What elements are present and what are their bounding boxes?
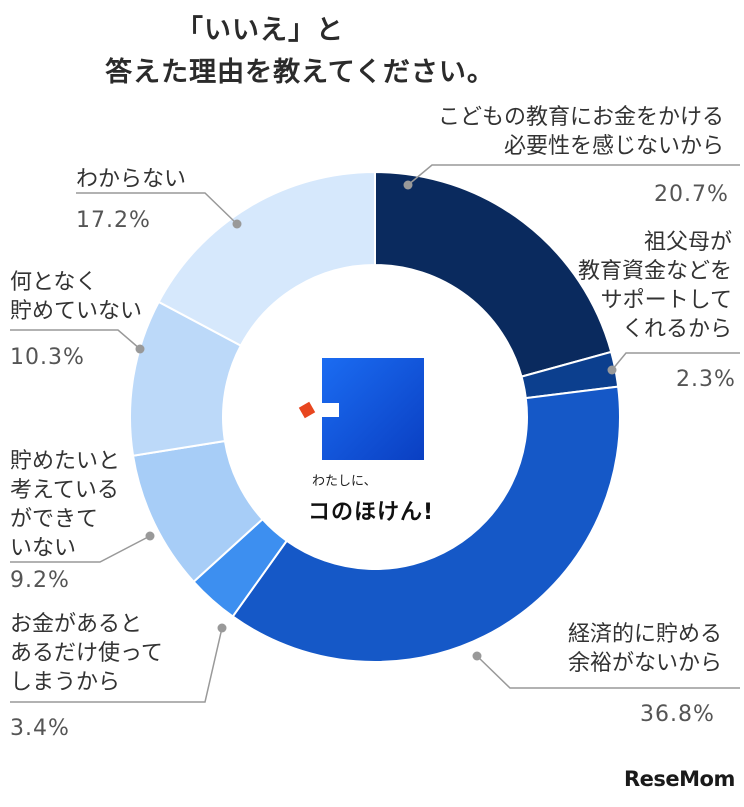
label-s0: こどもの教育にお金をかける 必要性を感じないから xyxy=(437,105,724,159)
leader-line-6 xyxy=(76,192,238,225)
leader-line-5 xyxy=(10,329,141,350)
label-s1: 祖父母が 教育資金などを サポートして くれるから xyxy=(577,230,732,342)
leader-line-4 xyxy=(10,535,151,563)
label-s3: お金があると あるだけ使って しまうから xyxy=(10,612,163,695)
label-s6: わからない xyxy=(76,167,187,192)
value-label-s6: 17.2% xyxy=(76,208,151,233)
chart-title-line1: 「いいえ」と xyxy=(176,15,344,46)
value-label-s3: 3.4% xyxy=(10,716,70,741)
leader-dot-0 xyxy=(403,180,413,190)
center-brand-big: コのほけん! xyxy=(308,500,435,525)
center-logo-notch-icon xyxy=(322,403,339,417)
value-label-s5: 10.3% xyxy=(10,345,85,370)
value-label-s0: 20.7% xyxy=(654,182,729,207)
donut-slice-0 xyxy=(374,170,613,378)
label-s5: 何となく 貯めていない xyxy=(10,270,143,324)
value-label-s4: 9.2% xyxy=(10,568,70,593)
value-label-s2: 36.8% xyxy=(640,702,715,727)
leader-dot-1 xyxy=(607,365,617,375)
center-brand-small: わたしに、 xyxy=(312,474,377,489)
leader-line-2 xyxy=(476,655,740,689)
leader-dot-4 xyxy=(145,531,155,541)
label-s2: 経済的に貯める 余裕がないから xyxy=(567,622,722,676)
label-s4: 貯めたいと 考えている ができて いない xyxy=(10,449,121,561)
leader-dot-3 xyxy=(217,623,227,633)
chart-title-line2: 答えた理由を教えてください。 xyxy=(105,57,495,88)
donut-slice-6 xyxy=(157,170,376,347)
donut-slice-2 xyxy=(231,385,621,663)
leader-line-3 xyxy=(10,627,223,703)
leader-dot-2 xyxy=(472,651,482,661)
leader-line-0 xyxy=(407,164,740,186)
center-logo-red-diamond-icon xyxy=(298,401,316,419)
resemom-watermark-logo: ReseMom xyxy=(624,767,735,791)
value-label-s1: 2.3% xyxy=(676,367,736,392)
leader-dot-5 xyxy=(135,344,145,354)
leader-line-1 xyxy=(611,352,740,371)
leader-dot-6 xyxy=(232,219,242,229)
